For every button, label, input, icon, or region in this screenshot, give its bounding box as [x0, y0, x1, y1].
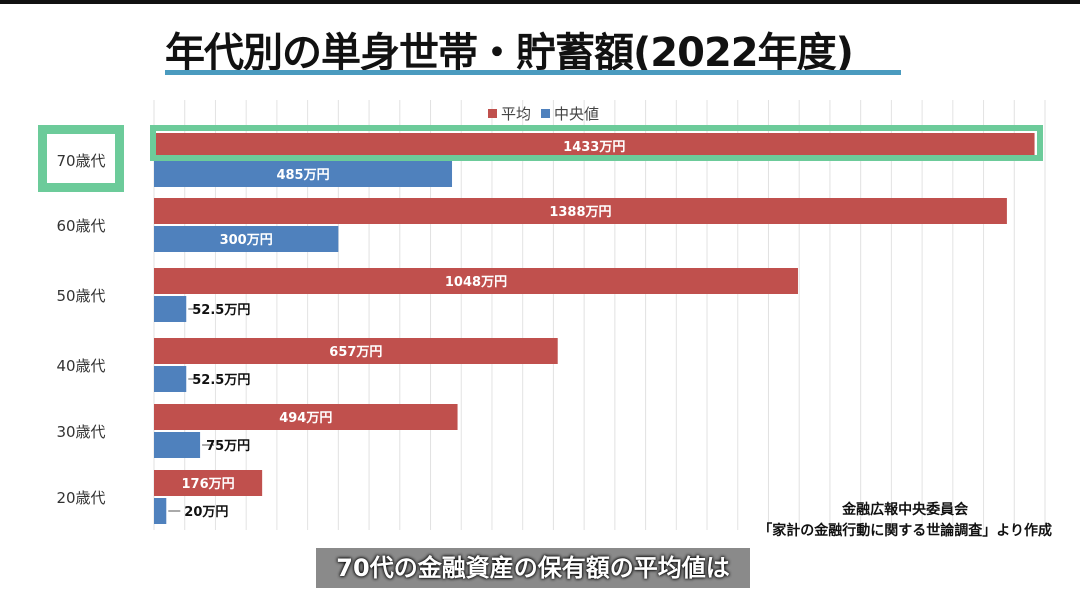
- category-label: 50歳代: [56, 287, 106, 305]
- data-label: 52.5万円: [192, 373, 250, 388]
- data-label: 20万円: [184, 505, 228, 520]
- bar-mean: [154, 268, 798, 294]
- bar-mean: [154, 470, 263, 496]
- data-label: 300万円: [220, 233, 273, 248]
- source-note: 金融広報中央委員会 「家計の金融行動に関する世論調査」より作成: [758, 500, 1052, 542]
- legend-swatch: [541, 109, 551, 118]
- bar-mean: [154, 404, 458, 430]
- top-border: [0, 0, 1080, 4]
- source-line-2: 「家計の金融行動に関する世論調査」より作成: [758, 523, 1052, 539]
- chart-title: 年代別の単身世帯・貯蓄額(2022年度): [165, 30, 854, 76]
- data-label: 485万円: [276, 168, 329, 183]
- bar-median: [154, 296, 187, 322]
- data-label: 494万円: [279, 411, 332, 426]
- source-line-1: 金融広報中央委員会: [842, 502, 969, 518]
- data-label: 176万円: [182, 477, 235, 492]
- title-underline: [165, 70, 901, 75]
- legend-label: 平均: [501, 105, 532, 123]
- data-label: 1388万円: [549, 205, 611, 220]
- bar-mean: [154, 198, 1007, 224]
- legend-item-mean: 平均: [488, 103, 531, 124]
- subtitle-caption: 70代の金融資産の保有額の平均値は: [316, 548, 750, 588]
- highlight-bar-box: [150, 125, 1043, 161]
- data-label: 1433万円: [563, 140, 625, 155]
- data-label: 52.5万円: [192, 303, 250, 318]
- legend: 平均 中央値: [488, 103, 599, 124]
- bar-median: [154, 226, 339, 252]
- bar-mean: [154, 338, 558, 364]
- category-label: 30歳代: [56, 423, 106, 441]
- legend-swatch: [488, 109, 497, 118]
- data-label: 657万円: [329, 345, 382, 360]
- bar-median: [154, 366, 187, 392]
- category-label: 20歳代: [56, 489, 106, 507]
- highlight-category-box: [38, 125, 124, 192]
- bar-median: [154, 498, 167, 524]
- category-label: 40歳代: [56, 357, 106, 375]
- data-label: 75万円: [206, 439, 250, 454]
- bar-median: [154, 161, 453, 187]
- category-label: 60歳代: [56, 217, 106, 235]
- bar-median: [154, 432, 201, 458]
- legend-label: 中央値: [554, 105, 600, 123]
- legend-item-median: 中央値: [541, 103, 599, 124]
- data-label: 1048万円: [445, 275, 507, 290]
- bar-mean: [154, 133, 1035, 159]
- category-label: 70歳代: [56, 152, 106, 170]
